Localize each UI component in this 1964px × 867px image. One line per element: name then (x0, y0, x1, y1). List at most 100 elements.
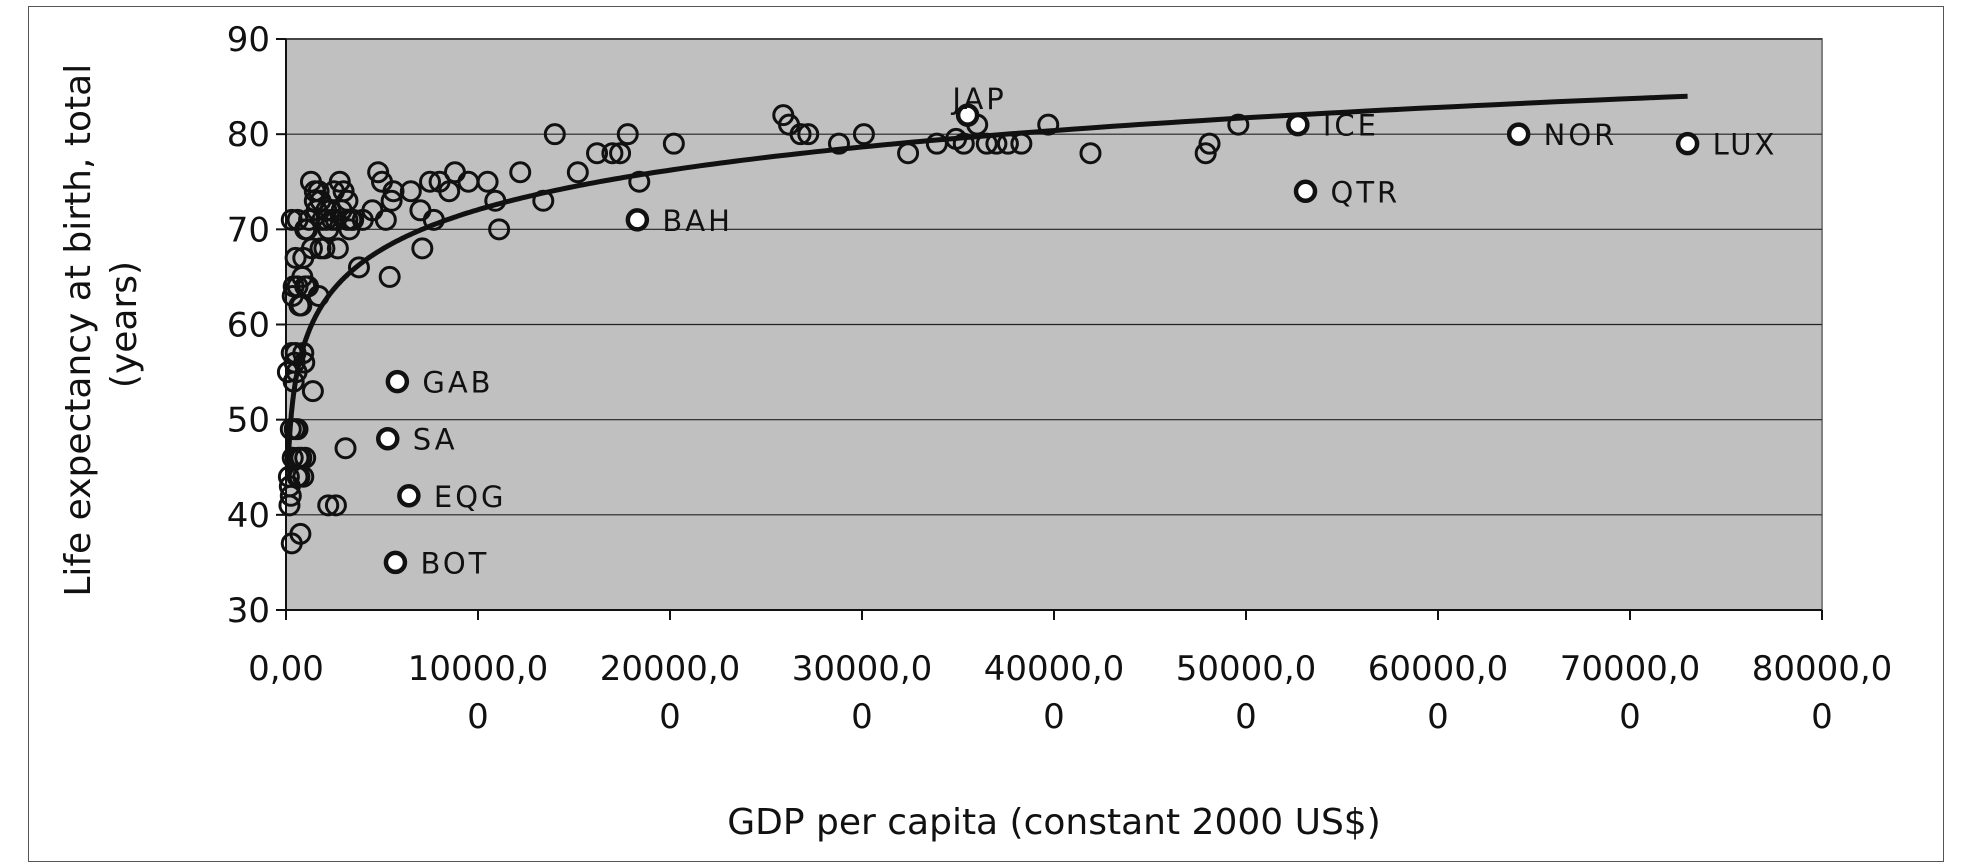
data-point (543, 123, 566, 146)
data-point (282, 370, 305, 393)
data-point (309, 237, 332, 260)
point-label: EQG (434, 480, 507, 514)
data-point (827, 132, 850, 155)
data-point (601, 142, 624, 165)
data-point (566, 161, 589, 184)
highlighted-point (1675, 131, 1700, 156)
data-point (374, 208, 397, 231)
data-point (419, 170, 441, 193)
data-point (952, 132, 975, 155)
data-point (488, 218, 511, 241)
data-point (586, 142, 609, 165)
data-point (1010, 132, 1033, 155)
data-point (334, 437, 357, 460)
y-axis-title-line-2: (years) (104, 261, 145, 388)
data-point (292, 465, 315, 488)
data-point (288, 294, 311, 317)
data-point (286, 465, 309, 488)
chart-frame (28, 6, 1944, 862)
data-point (897, 142, 920, 165)
y-tick-label: 70 (227, 210, 270, 250)
highlighted-point (397, 484, 421, 508)
y-tick-labels: 30 40 50 60 70 80 90 (227, 20, 270, 631)
data-point (399, 180, 422, 203)
y-tick-label: 60 (227, 306, 270, 346)
y-tick-label: 40 (227, 496, 270, 536)
data-point (289, 522, 312, 545)
data-point (303, 189, 326, 212)
y-tick-label: 80 (227, 115, 270, 155)
point-label: BOT (420, 546, 489, 580)
data-point (438, 180, 461, 203)
data-point (292, 342, 315, 365)
x-tick-label: 60000,0 0 (1368, 649, 1509, 737)
data-point (326, 237, 349, 260)
data-point (284, 246, 307, 269)
data-points (276, 104, 1250, 555)
data-point (301, 380, 324, 403)
highlighted-points: JAP ICE NOR LUX QTR BAH GAB SA EQG BOT (376, 82, 1778, 580)
data-point (996, 132, 1019, 155)
data-point (1037, 113, 1060, 136)
data-point (411, 237, 434, 260)
data-point (509, 161, 532, 184)
data-point (280, 342, 303, 365)
data-point (317, 494, 340, 517)
highlighted-point (376, 426, 400, 451)
data-point (1227, 113, 1250, 136)
data-point (609, 142, 632, 165)
data-point (476, 170, 499, 193)
data-point (382, 180, 405, 203)
data-point (324, 208, 347, 231)
y-tick-label: 50 (227, 401, 270, 441)
data-point (315, 208, 338, 231)
data-point (789, 123, 812, 146)
data-point (852, 123, 875, 146)
gridlines (286, 38, 1822, 516)
x-tick-label: 70000,0 0 (1560, 649, 1701, 737)
data-point (532, 189, 555, 212)
point-label: QTR (1331, 175, 1401, 209)
point-label: JAP (950, 82, 1006, 116)
point-label: LUX (1713, 128, 1778, 162)
x-tick-label: 30000,0 0 (792, 649, 933, 737)
x-tick-label: 40000,0 0 (984, 649, 1125, 737)
point-label: NOR (1544, 118, 1618, 152)
y-axis-title-line-1: Life expectancy at birth, total (58, 64, 99, 597)
data-point (340, 208, 363, 231)
highlighted-point (383, 550, 408, 575)
data-point (328, 170, 351, 193)
data-point (283, 418, 306, 441)
x-tick-label: 0,00 (248, 649, 324, 689)
data-point (380, 189, 403, 212)
data-point (985, 132, 1008, 155)
highlighted-point (1506, 122, 1531, 146)
data-point (307, 284, 330, 307)
highlighted-point (625, 208, 650, 232)
highlighted-point (385, 369, 410, 394)
data-point (616, 123, 639, 146)
y-axis-title: Life expectancy at birth, total (years) (58, 52, 145, 596)
data-point (662, 132, 685, 155)
x-tick-labels: 0,00 10000,0 0 20000,0 0 30000,0 0 40000,0 0 5000… (248, 649, 1892, 737)
data-point (797, 123, 820, 146)
data-point (294, 218, 317, 241)
data-point (347, 256, 370, 279)
y-tick-label: 30 (227, 591, 270, 631)
data-point (1198, 132, 1221, 155)
data-point (307, 180, 330, 203)
trendline (285, 93, 1688, 473)
x-tick-label: 10000,0 0 (408, 649, 549, 737)
data-point (324, 494, 347, 517)
data-point (292, 246, 315, 269)
x-tick-label: 50000,0 0 (1176, 649, 1317, 737)
x-axis-title: GDP per capita (constant 2000 US$) (727, 802, 1381, 843)
point-label: GAB (422, 366, 493, 400)
data-point (332, 180, 355, 203)
data-point (422, 208, 445, 231)
data-point (1079, 142, 1102, 165)
data-point (279, 484, 302, 507)
y-tick-label: 90 (227, 20, 270, 60)
x-tick-label: 80000,0 0 (1752, 649, 1893, 737)
